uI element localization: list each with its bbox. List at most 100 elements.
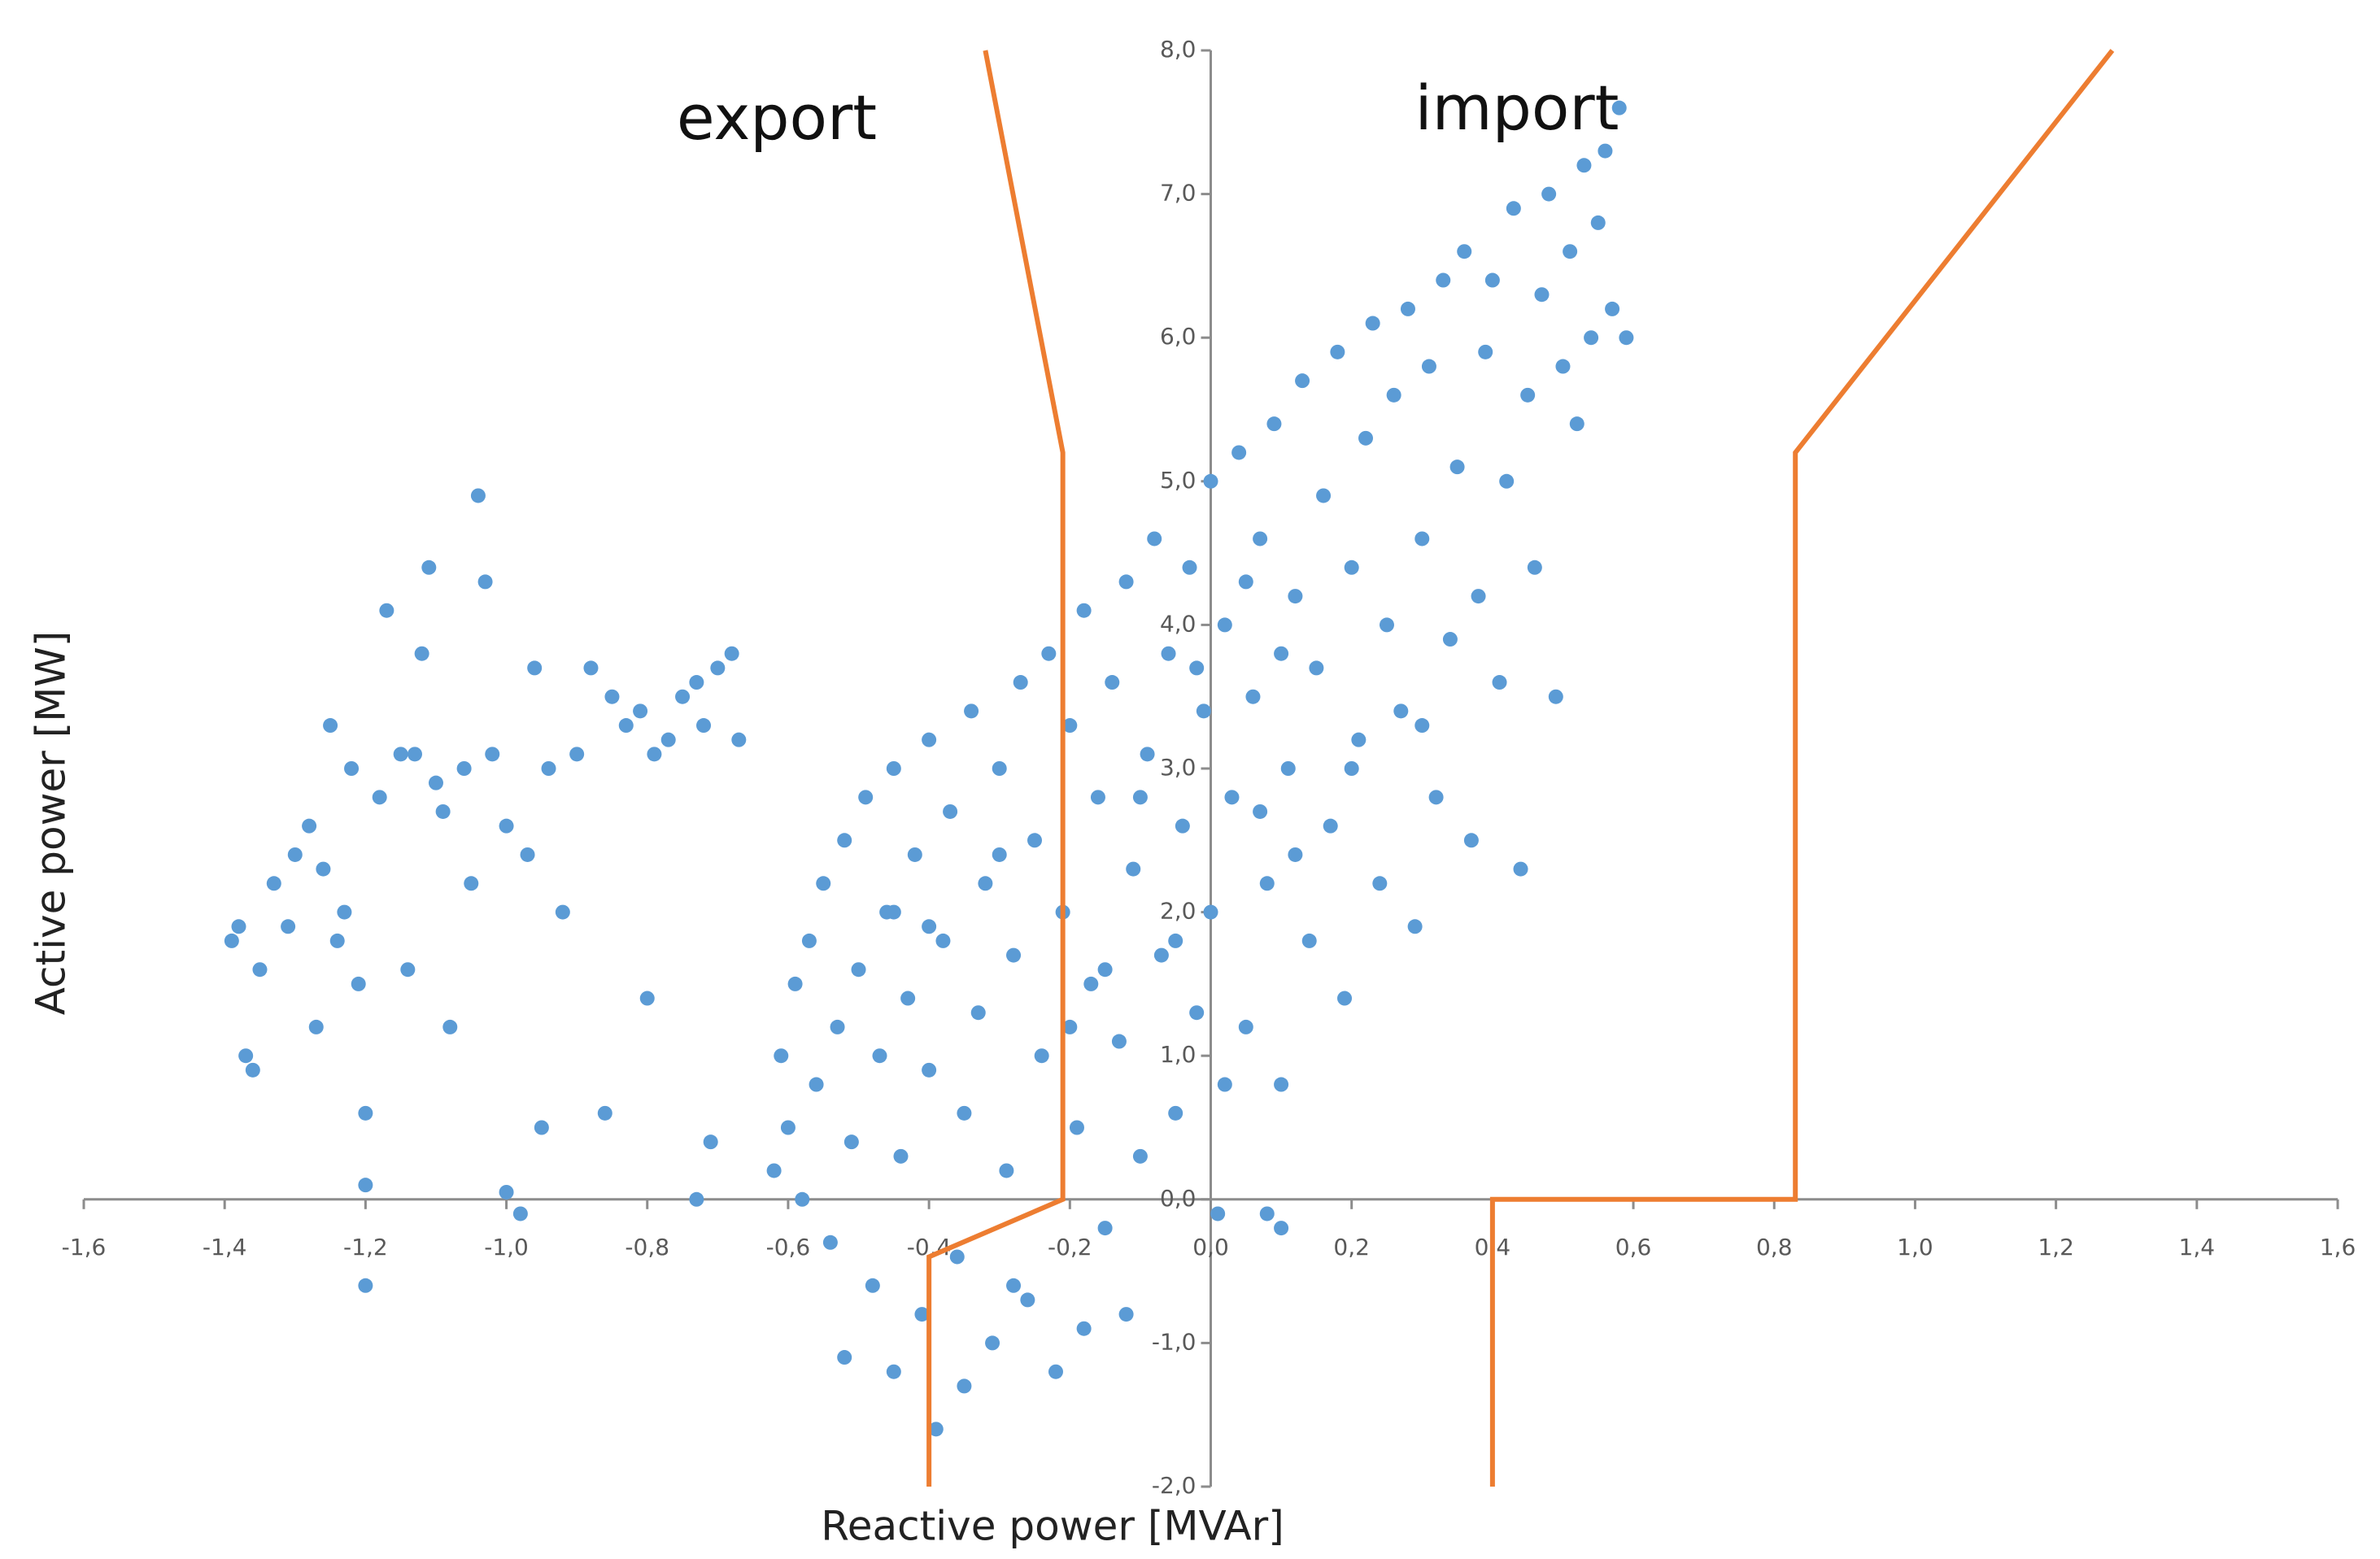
point (224, 933, 239, 948)
point (992, 847, 1007, 862)
point (1351, 732, 1367, 747)
x-tick-label: -0,6 (766, 1234, 811, 1261)
point (970, 1005, 986, 1021)
point (1309, 660, 1324, 676)
point (949, 1249, 965, 1265)
point (1372, 876, 1388, 891)
point (992, 761, 1007, 776)
point (512, 1206, 528, 1222)
point (541, 761, 556, 776)
point (1471, 589, 1486, 604)
point (534, 1120, 549, 1135)
point (647, 747, 662, 762)
point (1097, 1221, 1113, 1236)
point (1457, 244, 1472, 259)
point (780, 1120, 796, 1135)
point (1076, 603, 1092, 618)
point (1337, 991, 1353, 1006)
y-tick-label: 0,0 (1160, 1185, 1197, 1212)
point (928, 1422, 944, 1437)
point (1295, 373, 1310, 389)
point (689, 675, 704, 690)
point (287, 847, 303, 862)
point (555, 904, 570, 920)
point (1132, 1148, 1148, 1164)
x-tick-label: 1,0 (1897, 1234, 1933, 1261)
point (914, 1307, 930, 1322)
point (1118, 1307, 1134, 1322)
point (985, 1335, 1000, 1351)
point (1062, 1019, 1078, 1034)
point (302, 818, 317, 834)
point (1301, 933, 1317, 948)
point (428, 775, 443, 790)
point (1118, 574, 1134, 590)
boundary-line (926, 50, 1066, 1487)
x-tick-label: -1,2 (343, 1234, 388, 1261)
point (907, 847, 922, 862)
point (618, 718, 634, 734)
point (1253, 531, 1268, 547)
point (1062, 718, 1078, 734)
point (893, 1148, 909, 1164)
point (329, 933, 345, 948)
point (1259, 1206, 1275, 1222)
point (1006, 947, 1022, 963)
point (1584, 330, 1599, 346)
point (393, 747, 408, 762)
point (1013, 675, 1028, 690)
point (1182, 560, 1197, 575)
point (675, 689, 691, 704)
x-tick-label: 0,8 (1756, 1234, 1793, 1261)
point (569, 747, 585, 762)
point (1090, 790, 1105, 805)
point (1217, 617, 1232, 633)
point (710, 660, 726, 676)
point (1449, 459, 1465, 475)
point (414, 646, 429, 661)
point (1548, 689, 1563, 704)
point (1605, 301, 1620, 316)
point (1428, 790, 1444, 805)
point (1442, 632, 1458, 647)
point (1534, 287, 1550, 303)
point (999, 1163, 1014, 1178)
point (266, 876, 281, 891)
y-tick-label: 2,0 (1160, 898, 1197, 925)
y-tick-label: 7,0 (1160, 180, 1197, 207)
x-tick-label: 1,4 (2179, 1234, 2216, 1261)
point (1323, 818, 1338, 834)
point (1407, 919, 1423, 934)
point (1414, 531, 1430, 547)
point (316, 861, 331, 877)
point (1513, 861, 1528, 877)
x-tick-label: -0,8 (625, 1234, 669, 1261)
point (485, 747, 500, 762)
y-axis-title: Active power [MW] (28, 631, 75, 1016)
point (499, 1184, 514, 1200)
x-tick-label: -1,6 (62, 1234, 107, 1261)
point (1048, 1364, 1063, 1379)
point (935, 933, 951, 948)
point (1238, 574, 1253, 590)
point (231, 919, 246, 934)
point (1231, 445, 1247, 460)
x-tick-label: 0,2 (1333, 1234, 1370, 1261)
point (689, 1191, 704, 1207)
point (943, 803, 958, 819)
point (1400, 301, 1415, 316)
point (1041, 646, 1057, 661)
point (1083, 976, 1099, 991)
point (660, 732, 676, 747)
point (1421, 359, 1436, 374)
point (1555, 359, 1571, 374)
y-tick-label: 1,0 (1160, 1041, 1197, 1068)
point (774, 1048, 789, 1064)
point (1168, 1105, 1183, 1121)
point (1224, 790, 1240, 805)
point (358, 1278, 373, 1293)
point (957, 1105, 972, 1121)
point (809, 1077, 824, 1092)
point (442, 1019, 458, 1034)
point (633, 703, 648, 719)
